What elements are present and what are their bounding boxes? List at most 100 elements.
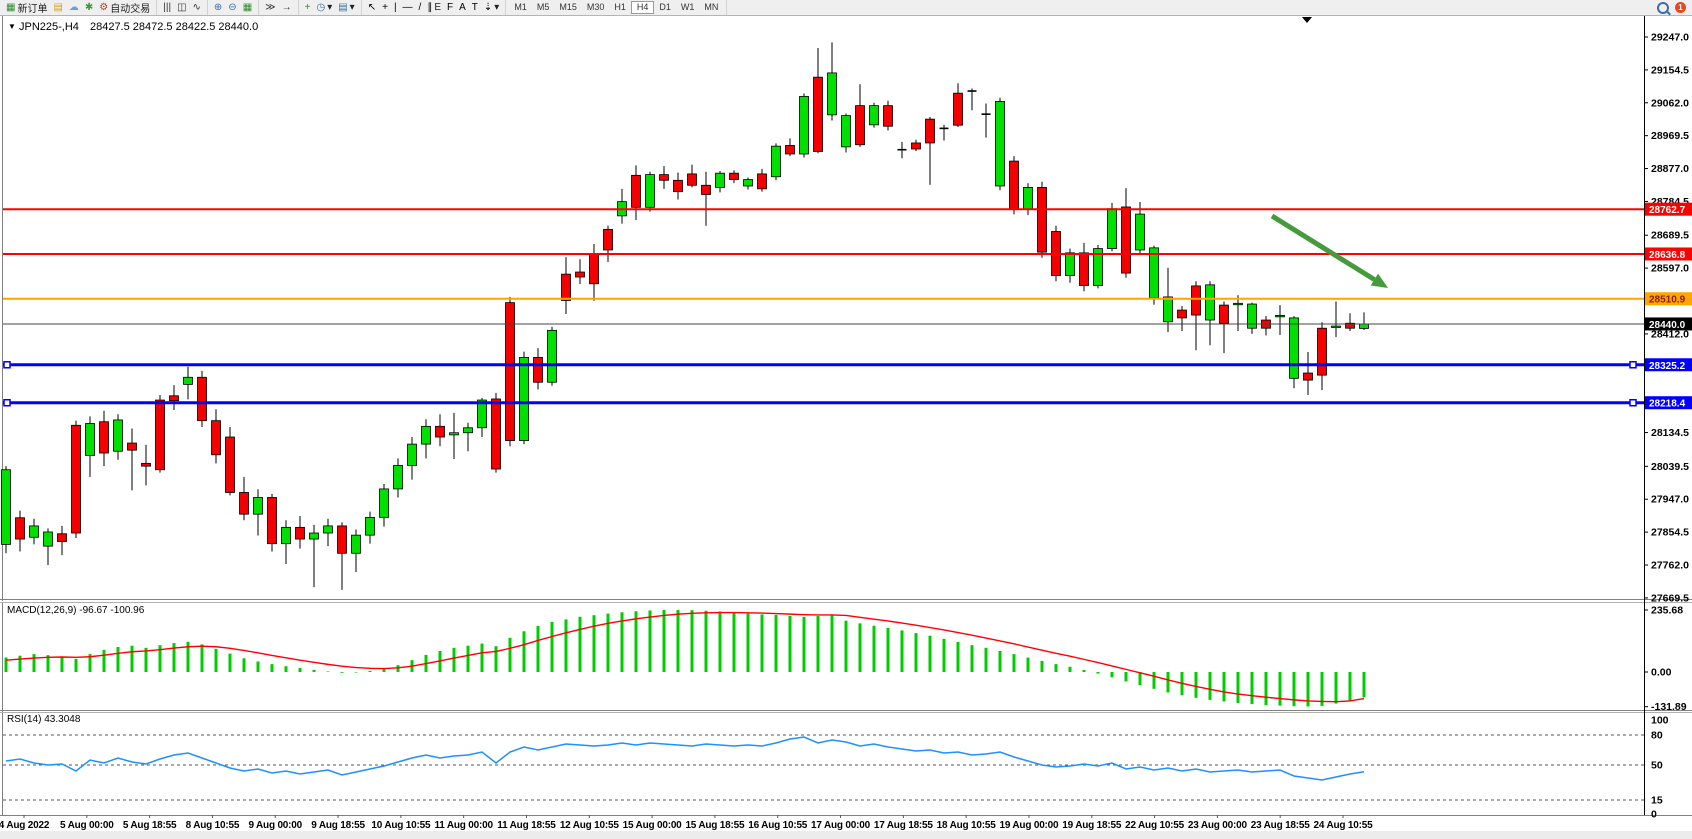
timeframe-h1[interactable]: H1 (614, 2, 626, 12)
candlestick-chart-icon: ◫ (177, 2, 187, 13)
candles-layer (1, 42, 1369, 590)
svg-text:9 Aug 18:55: 9 Aug 18:55 (311, 820, 365, 831)
text-label-icon: T (471, 2, 478, 13)
tile-windows-icon: ▦ (242, 2, 253, 13)
text-label-button[interactable]: T (469, 1, 481, 14)
bar-chart-button[interactable]: ||| (160, 1, 174, 14)
deposit-button[interactable]: ▤ (50, 1, 65, 14)
hline-28325.2[interactable]: 28325.2 (3, 358, 1692, 372)
line-chart-button[interactable]: ∿ (190, 1, 204, 14)
svg-text:28969.5: 28969.5 (1651, 130, 1689, 142)
price-axis[interactable]: 29247.029154.529062.028969.528877.028784… (1644, 32, 1689, 605)
vertical-line-button[interactable]: | (391, 1, 400, 14)
down-arrow-annotation[interactable] (1270, 213, 1388, 288)
arrows-button[interactable]: ⇣ ▾ (481, 1, 502, 14)
svg-text:5 Aug 18:55: 5 Aug 18:55 (123, 820, 177, 831)
text-button[interactable]: A (456, 1, 469, 14)
orders-group: ▦ 新订单 ▤ ☁ ✱ ⚙ 自动交易 (0, 0, 158, 15)
chart-title-collapse-icon[interactable]: ▼ (8, 22, 16, 31)
svg-text:29062.0: 29062.0 (1651, 97, 1689, 109)
svg-text:28218.4: 28218.4 (1649, 399, 1686, 410)
tile-windows-button[interactable]: ▦ (240, 1, 255, 14)
svg-text:28689.5: 28689.5 (1651, 230, 1689, 242)
hline-28762.7[interactable]: 28762.7 (3, 202, 1692, 217)
svg-text:5 Aug 00:00: 5 Aug 00:00 (60, 820, 114, 831)
trendline-icon: / (418, 2, 422, 13)
bar-chart-icon: ||| (163, 2, 172, 13)
chart-shift-button[interactable]: → (279, 1, 295, 14)
indicators-icon: + (304, 2, 311, 13)
current-price-label: 28440.0 (1645, 317, 1692, 331)
fibonacci-icon: F (447, 2, 454, 13)
zoom-in-button[interactable]: ⊕ (211, 1, 225, 14)
svg-text:4 Aug 2022: 4 Aug 2022 (0, 820, 50, 831)
svg-text:80: 80 (1651, 730, 1663, 742)
svg-text:10 Aug 10:55: 10 Aug 10:55 (371, 820, 431, 831)
svg-text:16 Aug 10:55: 16 Aug 10:55 (748, 820, 808, 831)
periods-label: ▾ (327, 2, 333, 13)
chart-shift-marker-icon[interactable] (1302, 17, 1312, 23)
macd-pane[interactable]: 235.68 0.00 -131.89 (4, 605, 1687, 714)
svg-text:28412.0: 28412.0 (1651, 328, 1689, 340)
trendline-button[interactable]: / (416, 1, 425, 14)
periods-button[interactable]: ◷ ▾ (313, 1, 335, 14)
chart-shift-icon: → (281, 2, 292, 13)
deposit-icon: ▤ (53, 2, 63, 13)
rsi-pane[interactable]: 100 80 50 15 0 (3, 715, 1669, 821)
channel-icon: ∥ (427, 2, 433, 13)
arrows-icon: ⇣ (483, 2, 493, 13)
crosshair-icon: + (382, 2, 388, 13)
svg-text:12 Aug 10:55: 12 Aug 10:55 (560, 820, 620, 831)
auto-trading-button[interactable]: ⚙ 自动交易 (96, 1, 153, 15)
insert-group: + ◷ ▾ ▤ ▾ (299, 0, 362, 15)
horizontal-line-icon: — (402, 2, 413, 13)
timeframe-m5[interactable]: M5 (536, 2, 550, 12)
horizontal-line-button[interactable]: — (400, 1, 416, 14)
timeframe-h4[interactable]: H4 (630, 1, 655, 14)
svg-text:50: 50 (1651, 760, 1663, 772)
zoom-out-button[interactable]: ⊖ (225, 1, 239, 14)
chart-ohlc-readout: 28427.5 28472.5 28422.5 28440.0 (89, 21, 259, 33)
hline-28218.4[interactable]: 28218.4 (3, 396, 1692, 410)
notification-badge[interactable]: 1 (1675, 2, 1686, 13)
svg-text:15 Aug 18:55: 15 Aug 18:55 (685, 820, 745, 831)
auto-scroll-button[interactable]: ≫ (262, 1, 278, 14)
crosshair-button[interactable]: + (379, 1, 391, 14)
new-order-button[interactable]: ▦ 新订单 (3, 1, 50, 15)
hline-28510.9[interactable]: 28510.9 (3, 292, 1692, 306)
cloud-button[interactable]: ☁ (66, 1, 82, 14)
timeframe-group: M1 M5 M15 M30 H1 H4 D1 W1 MN (506, 0, 728, 15)
timeframe-m30[interactable]: M30 (586, 2, 605, 12)
signals-icon: ✱ (84, 2, 94, 13)
svg-text:29247.0: 29247.0 (1651, 32, 1689, 44)
cloud-icon: ☁ (68, 2, 79, 13)
svg-text:24 Aug 10:55: 24 Aug 10:55 (1314, 820, 1374, 831)
time-axis[interactable]: 4 Aug 2022 5 Aug 00:00 5 Aug 18:55 8 Aug 10… (0, 815, 1373, 831)
svg-text:100: 100 (1651, 715, 1669, 727)
hline-28636.8[interactable]: 28636.8 (3, 247, 1692, 261)
svg-text:27854.5: 27854.5 (1651, 527, 1689, 539)
new-order-icon: ▦ (6, 2, 16, 13)
signals-button[interactable]: ✱ (82, 1, 96, 14)
fibonacci-button[interactable]: F (444, 1, 456, 14)
indicators-button[interactable]: + (302, 1, 314, 14)
timeframe-m1[interactable]: M1 (514, 2, 527, 12)
candlestick-chart-button[interactable]: ◫ (174, 1, 189, 14)
templates-button[interactable]: ▤ ▾ (335, 1, 357, 14)
timeframe-w1[interactable]: W1 (680, 2, 695, 12)
channel-button[interactable]: ∥ E (424, 1, 444, 14)
svg-text:11 Aug 00:00: 11 Aug 00:00 (434, 820, 493, 831)
cursor-button[interactable]: ↖ (365, 1, 379, 14)
channel-label: E (434, 2, 441, 13)
cursor-icon: ↖ (367, 2, 377, 13)
timeframe-d1[interactable]: D1 (659, 2, 671, 12)
chart-title: ▼ JPN225-,H4 28427.5 28472.5 28422.5 284… (8, 21, 258, 33)
svg-text:23 Aug 18:55: 23 Aug 18:55 (1251, 820, 1311, 831)
zoom-group: ⊕ ⊖ ▦ (208, 0, 260, 15)
timeframe-mn[interactable]: MN (704, 2, 719, 12)
symbol-search-icon[interactable] (1657, 1, 1669, 14)
templates-icon: ▤ (338, 2, 348, 13)
timeframe-m15[interactable]: M15 (559, 2, 577, 12)
svg-text:235.68: 235.68 (1651, 605, 1683, 617)
